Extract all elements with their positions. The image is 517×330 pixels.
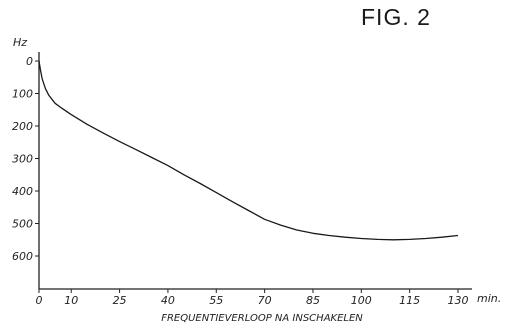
y-tick-label: 300 [12,153,33,166]
x-tick-label: 70 [258,294,272,307]
x-tick-label: 40 [161,294,175,307]
y-tick-label: 600 [12,250,33,263]
x-tick-label: 55 [209,294,223,307]
y-tick-label: 500 [12,218,33,231]
y-tick-label: 0 [26,55,33,68]
x-tick-label: 25 [113,294,127,307]
y-tick-label: 400 [12,185,33,198]
frequency-curve [38,60,459,241]
x-tick-label: 0 [36,294,43,307]
y-tick-label: 200 [12,120,33,133]
x-tick-label: 115 [399,294,420,307]
figure-label: FIG. 2 [361,4,431,30]
x-axis-title: FREQUENTIEVERLOOP NA INSCHAKELEN [161,313,363,324]
y-axis-unit-label: Hz [13,36,27,49]
x-tick-label: 130 [448,294,469,307]
x-tick-label: 85 [306,294,320,307]
x-tick-label: 100 [351,294,372,307]
x-axis-unit-label: min. [477,292,501,305]
x-tick-label: 10 [64,294,78,307]
y-tick-label: 100 [12,88,33,101]
